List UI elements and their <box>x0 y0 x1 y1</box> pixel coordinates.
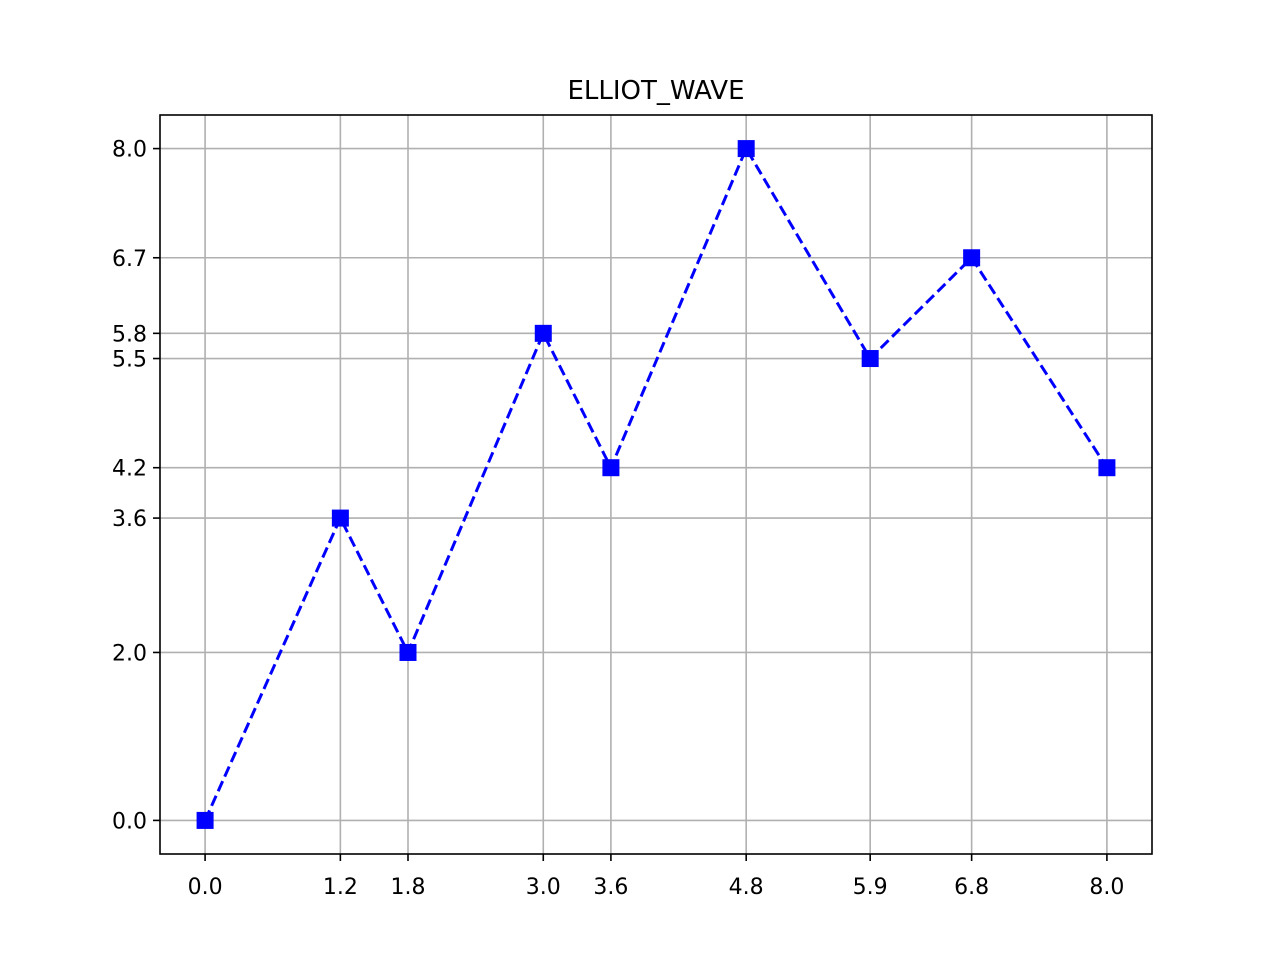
data-point-marker <box>331 509 349 527</box>
series-layer <box>196 140 1116 829</box>
y-tick-label: 2.0 <box>112 641 147 666</box>
y-tick-label: 8.0 <box>112 138 147 163</box>
x-tick-label: 4.8 <box>729 875 764 900</box>
y-tick-label: 5.8 <box>112 322 147 347</box>
data-point-marker <box>1098 459 1116 477</box>
x-tick-label: 8.0 <box>1089 875 1124 900</box>
y-tick-label: 0.0 <box>112 809 147 834</box>
x-tick-label: 5.9 <box>853 875 888 900</box>
data-point-marker <box>196 811 214 829</box>
data-point-marker <box>861 350 879 368</box>
x-tick-label: 6.8 <box>954 875 989 900</box>
y-tick-label: 4.2 <box>112 457 147 482</box>
data-point-marker <box>399 643 417 661</box>
x-tick-label: 1.8 <box>391 875 426 900</box>
x-tick-label: 1.2 <box>323 875 358 900</box>
y-tick-label: 5.5 <box>112 348 147 373</box>
data-point-marker <box>602 459 620 477</box>
ticks: 0.0 1.2 1.8 3.0 3.6 4.8 5.9 6.8 8.0 0.0 2.0 3.6 4.2 5… <box>112 138 1124 900</box>
y-tick-label: 6.7 <box>112 247 147 272</box>
x-tick-label: 3.0 <box>526 875 561 900</box>
data-point-marker <box>737 140 755 158</box>
axes-frame <box>159 114 1153 855</box>
y-tick-label: 3.6 <box>112 507 147 532</box>
data-point-marker <box>534 324 552 342</box>
x-tick-label: 3.6 <box>593 875 628 900</box>
data-point-marker <box>963 249 981 267</box>
x-tick-label: 0.0 <box>188 875 223 900</box>
chart-title: ELLIOT_WAVE <box>567 76 744 106</box>
